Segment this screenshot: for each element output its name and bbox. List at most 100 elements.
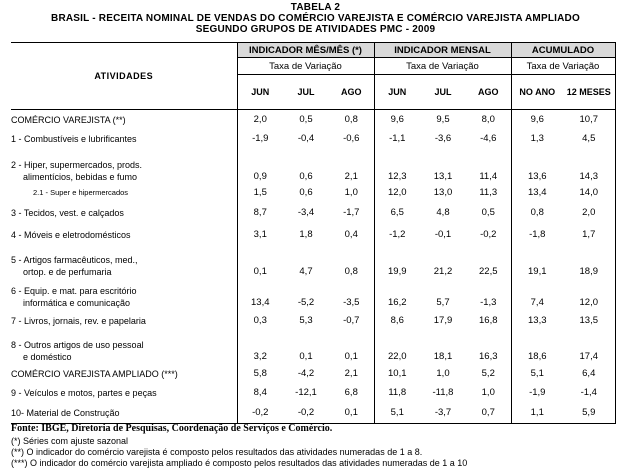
header-rate-accumulated: Taxa de Variação [510,57,616,75]
activity-label-line: alimentícios, bebidas e fumo [23,171,138,182]
value-cell: -0,6 [329,129,375,148]
value-cell: -1,1 [373,129,420,148]
value-cell: 4,7 [299,265,313,277]
value-cell: 0,8 [329,109,375,130]
table-row: COMÉRCIO VAREJISTA AMPLIADO (***) 5,8 -4,2… [11,364,616,383]
activity-label: 8 - Outros artigos de uso pessoal e domés… [11,332,237,365]
header-group-accumulated: ACUMULADO [510,42,616,58]
header-rate-monthly: Taxa de Variação [373,57,512,75]
value-cell: 22,5 [466,245,512,280]
value-cell: -0,4 [297,132,315,144]
value-cell: 13,4 [236,279,283,311]
value-cell: 9,6 [510,109,563,130]
value-cell: -4,6 [466,129,512,148]
value-cell: 4,5 [563,129,616,148]
activity-label-line: 10- Material de Construção [11,407,120,418]
value-cell: -1,9 [236,129,283,148]
value-cell: 0,9 [236,147,283,185]
footnote: (*) Séries com ajuste sazonal [11,436,129,446]
value-cell: -1,7 [329,201,375,225]
value-cell: 2,0 [236,109,283,130]
table-row: COMÉRCIO VAREJISTA (**) 2,0 0,5 0,8 9,6 9,5 8,… [11,109,616,130]
value-cell: 1,7 [563,224,616,246]
value-cell: 0,6 [299,170,313,182]
activity-label-line: 6 - Equip. e mat. para escritório [11,285,137,296]
value-cell: 1,8 [299,229,313,240]
value-cell: 11,8 [373,382,420,403]
value-cell: 5,3 [299,315,313,326]
value-cell: -0,2 [283,402,329,424]
value-cell: 0,1 [236,245,283,280]
value-cell: 0,8 [329,245,375,280]
col-header: JUL [420,74,466,110]
value-cell: -3,4 [297,207,315,218]
col-header: NO ANO [510,74,563,110]
activity-label-line: 3 - Tecidos, vest. e calçados [11,208,124,218]
activity-label-line: informática e comunicação [23,297,131,308]
value-cell: 19,9 [373,245,420,280]
col-header: 12 MESES [563,74,616,110]
value-cell: 0,3 [236,310,283,332]
activity-label-line: COMÉRCIO VAREJISTA (**) [11,114,126,125]
col-header: AGO [466,74,512,110]
value-cell: 8,6 [373,310,420,332]
value-cell: 5,2 [466,364,512,383]
activity-label: 2.1 - Super e hipermercados [11,185,237,202]
activity-label: 1 - Combustíveis e lubrificantes [11,130,237,148]
value-cell: -1,4 [563,382,616,403]
activity-label-line: 4 - Móveis e eletrodomésticos [11,230,131,240]
activity-label-line: 9 - Veículos e motos, partes e peças [11,387,157,398]
value-cell: 16,2 [373,279,420,311]
activity-label-line: 5 - Artigos farmacêuticos, med., [11,254,138,265]
table-row: 1 - Combustíveis e lubrificantes -1,9 -0,4… [11,129,616,148]
value-cell: 8,7 [236,201,283,225]
activity-label: 10- Material de Construção [11,402,237,424]
table-row: 7 - Livros, jornais, rev. e papelaria 0,3… [11,310,616,332]
table-row: 5 - Artigos farmacêuticos, med., ortop. e… [11,245,616,280]
col-header: JUL [283,74,329,110]
header-group-mom: INDICADOR MÊS/MÊS (*) [236,42,375,58]
value-cell: 9,5 [436,113,450,125]
value-cell: 11,3 [466,184,512,202]
activity-label-line: 7 - Livros, jornais, rev. e papelaria [11,316,146,326]
activity-label-line: e doméstico [23,351,72,362]
value-cell: 0,7 [466,402,512,424]
activity-label-line: ortop. e de perfumaria [23,266,112,277]
value-cell: 0,4 [329,224,375,246]
value-cell: -1,2 [373,224,420,246]
value-cell: 1,3 [510,129,563,148]
value-cell: 6,5 [373,201,420,225]
value-cell: 13,4 [510,184,563,202]
value-cell: 1,0 [329,184,375,202]
col-header: JUN [236,74,283,110]
activity-label-line: COMÉRCIO VAREJISTA AMPLIADO (***) [11,368,178,379]
footnote: (***) O indicador do comércio varejista … [11,458,468,468]
value-cell: 13,6 [510,147,563,185]
value-cell: 16,8 [466,310,512,332]
value-cell: 4,8 [436,207,450,218]
value-cell: 3,1 [236,224,283,246]
table-row: 2 - Hiper, supermercados, prods. alimentí… [11,147,616,185]
activity-label: 4 - Móveis e eletrodomésticos [11,225,237,246]
table-row: 8 - Outros artigos de uso pessoal e domés… [11,331,616,365]
activity-label: 5 - Artigos farmacêuticos, med., ortop. e… [11,246,237,280]
value-cell: 0,6 [299,187,313,198]
table-number: TABELA 2 [290,2,341,13]
table-row: 10- Material de Construção -0,2 -0,2 0,1 5,1… [11,402,616,424]
activity-label: 9 - Veículos e motos, partes e peças [11,383,237,403]
activity-label: 3 - Tecidos, vest. e calçados [11,202,237,225]
value-cell: 18,6 [510,331,563,365]
value-cell: 16,3 [466,331,512,365]
value-cell: 5,1 [373,402,420,424]
source-note: Fonte: IBGE, Diretoria de Pesquisas, Coo… [11,423,333,434]
activity-label-line: 1 - Combustíveis e lubrificantes [11,133,137,144]
value-cell: 13,3 [510,310,563,332]
value-cell: -1,8 [510,224,563,246]
table-row: 4 - Móveis e eletrodomésticos 3,1 1,8 0,4 -1… [11,224,616,246]
value-cell: -0,2 [466,224,512,246]
value-cell: -3,7 [420,402,466,424]
table-subtitle: SEGUNDO GRUPOS DE ATIVIDADES PMC - 2009 [195,24,436,35]
value-cell: 5,9 [563,402,616,424]
value-cell: 5,1 [510,364,563,383]
value-cell: 14,0 [563,184,616,202]
